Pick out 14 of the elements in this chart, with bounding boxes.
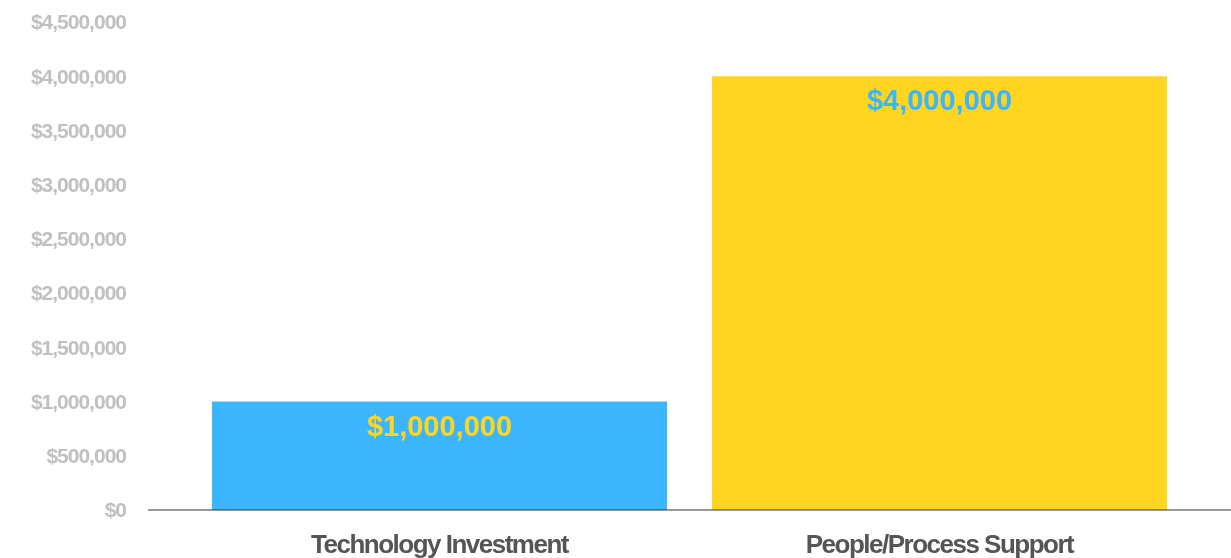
y-tick-label: $2,000,000 [30, 281, 127, 305]
data-label: $4,000,000 [866, 84, 1013, 117]
y-tick-label: $1,000,000 [30, 389, 127, 413]
x-tick-label: Technology Investment [311, 529, 570, 558]
y-tick-label: $0 [104, 498, 127, 522]
y-tick-label: $1,500,000 [30, 335, 127, 359]
y-tick-label: $3,500,000 [30, 118, 127, 142]
data-label: $1,000,000 [366, 409, 513, 442]
y-tick-label: $4,500,000 [30, 10, 127, 34]
y-tick-label: $3,000,000 [30, 173, 127, 197]
x-tick-label: People/Process Support [805, 529, 1076, 558]
y-tick-label: $500,000 [46, 444, 127, 468]
y-tick-label: $4,000,000 [30, 64, 127, 88]
y-tick-label: $2,500,000 [30, 227, 127, 251]
